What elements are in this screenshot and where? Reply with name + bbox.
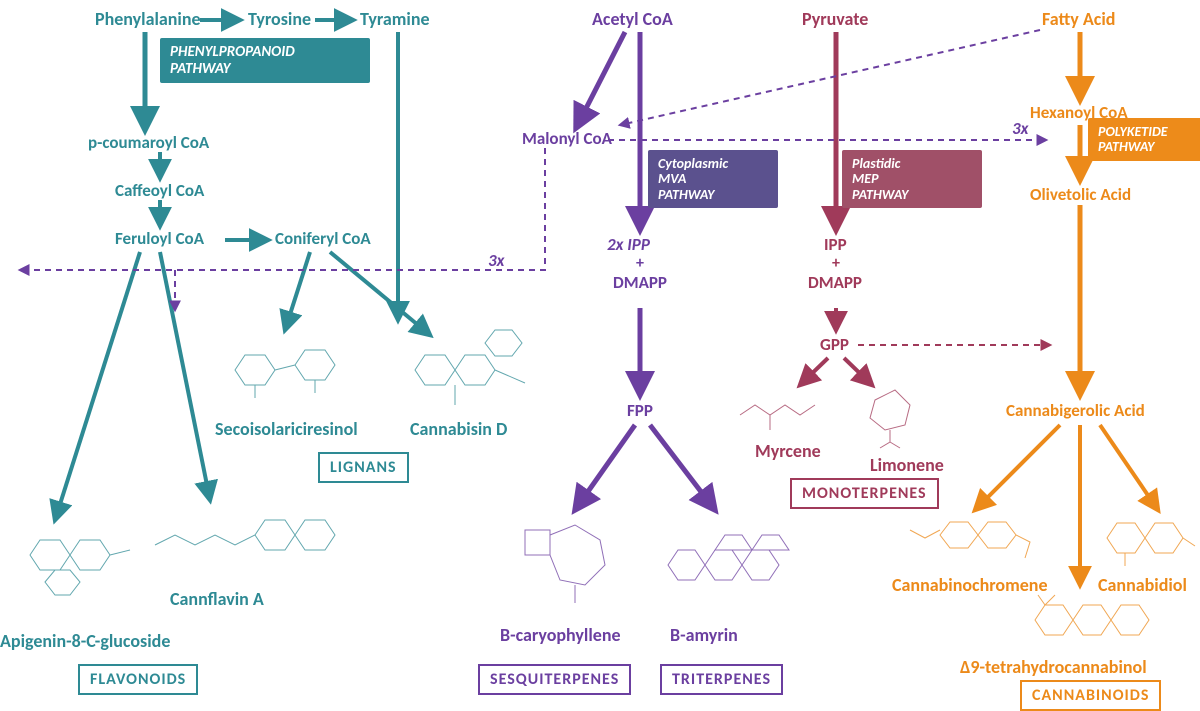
box-phenylpropanoid: PHENYLPROPANOID PATHWAY	[160, 38, 370, 83]
node-gpp: GPP	[820, 334, 849, 355]
product-thc: Δ9-tetrahydrocannabinol	[960, 656, 1147, 678]
node-ipp: IPP	[824, 234, 847, 255]
mol-secoiso	[225, 330, 345, 410]
node-phenylalanine: Phenylalanine	[95, 8, 201, 30]
mol-caryophyllene	[515, 515, 625, 615]
node-pyruvate: Pyruvate	[802, 8, 868, 30]
product-bcaryo: B-caryophyllene	[500, 624, 621, 646]
group-lignans: LIGNANS	[318, 452, 409, 483]
plus-2: +	[832, 254, 840, 273]
group-sesquiterpenes: SESQUITERPENES	[478, 664, 631, 695]
box-polyketide-text: POLYKETIDE PATHWAY	[1098, 123, 1168, 155]
node-tyrosine: Tyrosine	[248, 8, 311, 30]
box-mva-text: Cytoplasmic MVA PATHWAY	[658, 155, 728, 203]
annot-3x-b: 3x	[1012, 118, 1028, 139]
node-fpp: FPP	[627, 400, 653, 421]
box-mva: Cytoplasmic MVA PATHWAY	[648, 150, 778, 208]
node-coniferyl: Coniferyl CoA	[275, 228, 371, 249]
node-dmapp-2: DMAPP	[808, 272, 862, 293]
product-apigenin: Apigenin-8-C-glucoside	[0, 630, 170, 652]
node-hexanoyl: Hexanoyl CoA	[1030, 102, 1128, 123]
mol-apigenin	[10, 520, 140, 620]
annot-3x-a: 3x	[488, 250, 504, 271]
node-olivetolic: Olivetolic Acid	[1030, 184, 1131, 205]
node-cannabigerolic: Cannabigerolic Acid	[1006, 400, 1145, 421]
product-myrcene: Myrcene	[755, 440, 821, 462]
mol-myrcene	[735, 385, 825, 440]
product-limonene: Limonene	[870, 454, 944, 476]
node-malonyl: Malonyl CoA	[522, 128, 612, 149]
mol-limonene	[855, 380, 925, 450]
mol-amyrin	[660, 510, 800, 610]
group-monoterpenes: MONOTERPENES	[790, 478, 939, 509]
node-feruloyl: Feruloyl CoA	[115, 228, 204, 249]
node-pcoumaroyl: p-coumaroyl CoA	[88, 132, 209, 153]
mol-cannabisinD	[400, 325, 540, 420]
product-bamyrin: B-amyrin	[670, 624, 738, 646]
plus-1: +	[636, 254, 644, 273]
node-acetylcoa: Acetyl CoA	[592, 8, 673, 30]
product-cbc: Cannabinochromene	[892, 574, 1048, 596]
box-mep-text: Plastidic MEP PATHWAY	[852, 155, 908, 203]
group-flavonoids: FLAVONOIDS	[78, 664, 198, 695]
node-dmapp-1: DMAPP	[613, 272, 667, 293]
mol-cbc	[905, 510, 1035, 570]
mol-cannflavin	[150, 505, 340, 585]
product-cannabisinD: Cannabisin D	[410, 418, 507, 440]
group-triterpenes: TRITERPENES	[660, 664, 783, 695]
mol-thc	[1020, 590, 1160, 660]
node-fattyacid: Fatty Acid	[1042, 8, 1115, 30]
product-cannflavinA: Cannflavin A	[170, 588, 264, 610]
product-secoiso: Secoisolariciresinol	[215, 418, 358, 440]
group-cannabinoids: CANNABINOIDS	[1020, 680, 1161, 711]
box-polyketide: POLYKETIDE PATHWAY	[1088, 118, 1200, 161]
mol-cbd	[1095, 508, 1200, 573]
node-2x-ipp: 2x IPP	[607, 234, 650, 255]
product-cbd: Cannabidiol	[1098, 574, 1187, 596]
box-phenylpropanoid-text: PHENYLPROPANOID PATHWAY	[170, 43, 295, 78]
node-caffeoyl: Caffeoyl CoA	[115, 180, 204, 201]
node-tyramine: Tyramine	[360, 8, 430, 30]
box-mep: Plastidic MEP PATHWAY	[842, 150, 982, 208]
